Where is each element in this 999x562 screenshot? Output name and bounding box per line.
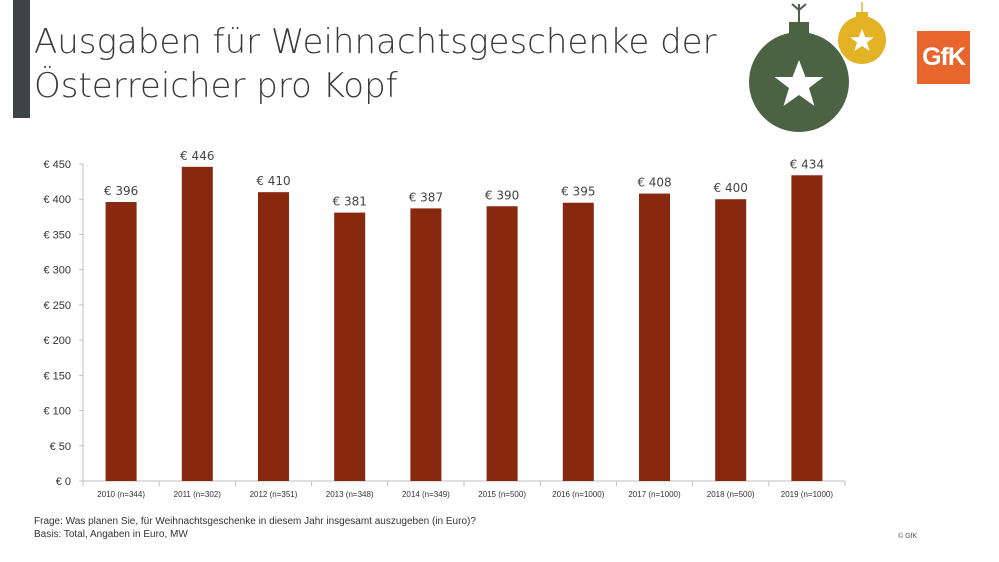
bar: [334, 212, 366, 481]
footnote-question: Frage: Was planen Sie, für Weihnachtsges…: [34, 516, 476, 527]
y-tick-label: € 150: [43, 370, 71, 382]
bar-value-label: € 446: [180, 149, 214, 163]
bar: [181, 166, 213, 481]
x-category-label: 2015 (n=500): [478, 490, 526, 499]
christmas-ornament-icon: [749, 2, 886, 132]
accent-bar: [13, 0, 30, 118]
title-line-1: Ausgaben für Weihnachtsgeschenke der: [34, 22, 717, 62]
x-category-label: 2019 (n=1000): [781, 490, 834, 499]
y-axis: € 0 € 50 € 100 € 150 € 200 € 250 € 300 € 350 € 4…: [43, 159, 84, 488]
copyright: © GfK: [898, 533, 918, 540]
bar-value-label: € 395: [561, 185, 595, 199]
x-category-label: 2011 (n=302): [174, 490, 222, 499]
x-category-label: 2018 (n=500): [707, 490, 755, 499]
x-axis: 2010 (n=344) 2011 (n=302) 2012 (n=351) 2013…: [82, 480, 846, 499]
bar: [715, 199, 747, 481]
x-category-label: 2012 (n=351): [250, 490, 298, 499]
title-line-2: Österreicher pro Kopf: [34, 66, 398, 106]
x-category-label: 2010 (n=344): [97, 490, 145, 499]
bar-value-label: € 408: [637, 176, 671, 190]
x-category-label: 2017 (n=1000): [628, 490, 681, 499]
bar-value-label: € 390: [485, 188, 519, 202]
bar: [105, 202, 137, 481]
gfk-logo: GfK: [917, 31, 970, 84]
bar-value-label: € 396: [104, 184, 138, 198]
x-category-label: 2014 (n=349): [402, 490, 450, 499]
footnote-basis: Basis: Total, Angaben in Euro, MW: [34, 529, 188, 540]
logo-text: GfK: [922, 43, 966, 71]
bar-value-label: € 410: [256, 174, 290, 188]
page-title: Ausgaben für Weihnachtsgeschenke der Öst…: [34, 20, 734, 108]
y-tick-label: € 200: [43, 335, 71, 347]
bar: [258, 192, 289, 481]
y-tick-label: € 400: [43, 194, 71, 206]
x-category-label: 2013 (n=348): [326, 490, 374, 499]
y-tick-label: € 350: [43, 229, 71, 241]
bar-value-label: € 400: [714, 181, 748, 195]
bar: [486, 206, 518, 481]
bar: [639, 193, 670, 481]
bar: [562, 202, 594, 481]
bar-value-label: € 387: [409, 190, 443, 204]
y-tick-label: € 0: [56, 476, 71, 488]
y-tick-label: € 50: [50, 441, 71, 453]
x-category-label: 2016 (n=1000): [552, 490, 605, 499]
bar: [791, 175, 823, 481]
bar: [410, 208, 442, 481]
y-tick-label: € 300: [43, 265, 71, 277]
bar-chart: € 0 € 50 € 100 € 150 € 200 € 250 € 300 € 350 € 4…: [43, 149, 846, 499]
bar-value-label: € 434: [790, 157, 824, 171]
y-tick-label: € 100: [43, 406, 71, 418]
bar-value-label: € 381: [333, 195, 367, 209]
y-tick-label: € 250: [43, 300, 71, 312]
bars-group: € 396 € 446 € 410 € 381 € 387 € 390 € 395 € 408…: [104, 149, 824, 481]
y-tick-label: € 450: [43, 159, 71, 171]
